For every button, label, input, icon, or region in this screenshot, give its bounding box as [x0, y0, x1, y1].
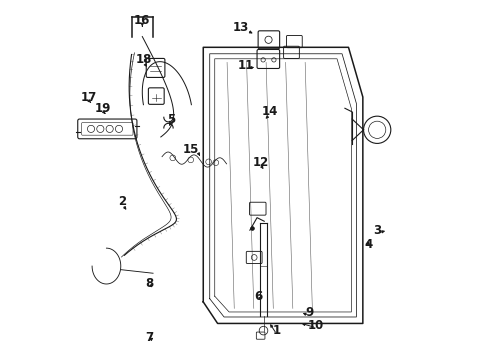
- Text: 13: 13: [232, 21, 248, 34]
- Text: 16: 16: [134, 14, 150, 27]
- Text: 14: 14: [261, 105, 277, 118]
- Text: 12: 12: [252, 156, 268, 168]
- Text: 11: 11: [238, 59, 254, 72]
- Text: 7: 7: [145, 331, 153, 344]
- Text: 3: 3: [372, 224, 381, 237]
- Text: 19: 19: [95, 102, 111, 115]
- Text: 15: 15: [182, 143, 199, 156]
- Text: 8: 8: [145, 278, 153, 291]
- Text: 1: 1: [272, 324, 280, 337]
- Text: 9: 9: [305, 306, 312, 319]
- Text: 17: 17: [80, 91, 97, 104]
- Text: 2: 2: [118, 195, 126, 208]
- Text: 18: 18: [136, 53, 152, 66]
- Text: 5: 5: [166, 113, 175, 126]
- Text: 4: 4: [364, 238, 371, 251]
- Text: 6: 6: [254, 290, 263, 303]
- Text: 10: 10: [307, 319, 324, 332]
